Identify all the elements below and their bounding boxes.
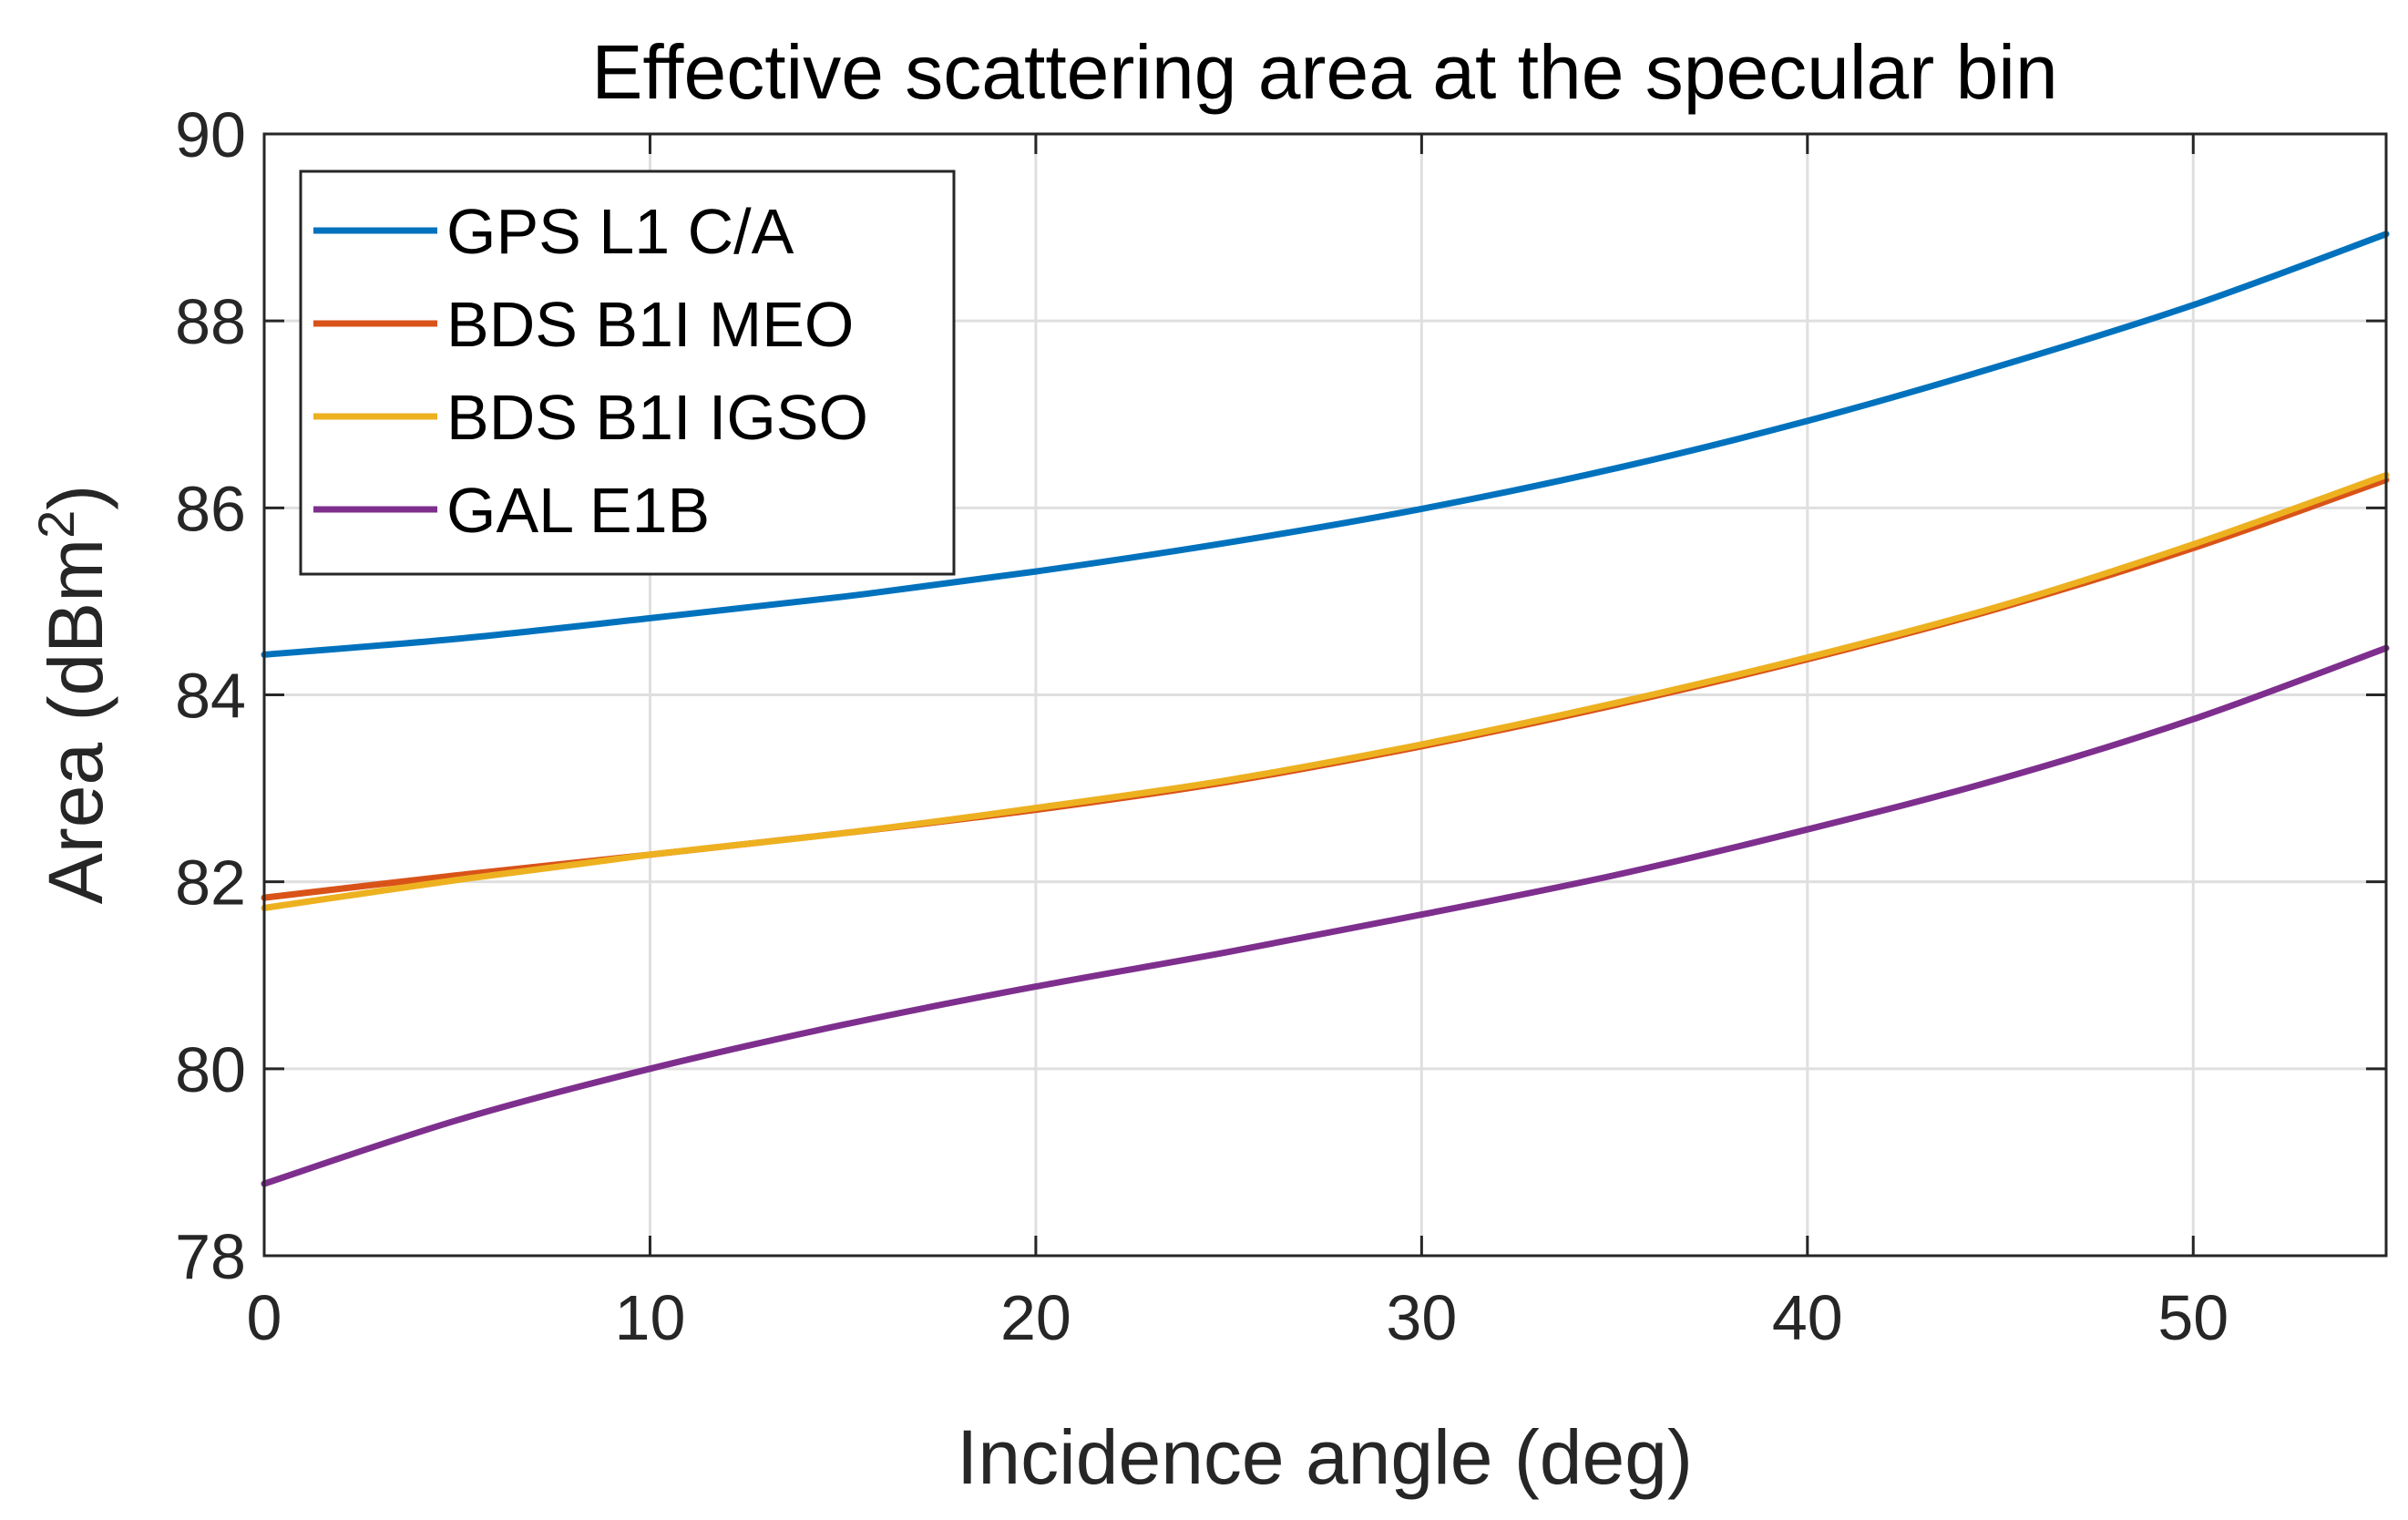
y-axis-label-close: ) bbox=[33, 485, 118, 510]
x-tick-label: 50 bbox=[2157, 1282, 2229, 1353]
series-line-gps-l1-c-a bbox=[261, 231, 2390, 658]
x-tick-label: 40 bbox=[1772, 1282, 1843, 1353]
x-tick-label: 0 bbox=[247, 1282, 282, 1353]
y-tick-label: 88 bbox=[175, 286, 246, 357]
x-tick-label: 20 bbox=[1000, 1282, 1071, 1353]
y-tick-label: 86 bbox=[175, 473, 246, 544]
x-tick-labels: 0 10 20 30 40 50 bbox=[247, 1282, 2229, 1353]
legend: GPS L1 C/A BDS B1I MEO BDS B1I IGSO GAL E1B bbox=[299, 169, 956, 576]
series-line-gal-e1b bbox=[261, 644, 2390, 1187]
legend-label-bds-b1i-meo: BDS B1I MEO bbox=[446, 289, 854, 360]
legend-label-bds-b1i-igso: BDS B1I IGSO bbox=[446, 382, 868, 453]
y-axis-label: Area (dBm2) bbox=[27, 485, 119, 905]
y-axis-label-main: Area (dBm bbox=[33, 539, 118, 904]
y-tick-label: 84 bbox=[175, 661, 246, 732]
legend-items: GPS L1 C/A BDS B1I MEO BDS B1I IGSO GAL E1B bbox=[313, 196, 868, 546]
y-tick-label: 80 bbox=[175, 1034, 246, 1105]
series-lines bbox=[261, 231, 2390, 1187]
x-tick-label: 30 bbox=[1386, 1282, 1457, 1353]
y-tick-labels: 78 80 82 84 86 88 90 bbox=[175, 99, 246, 1292]
series-line-bds-b1i-igso bbox=[261, 471, 2390, 911]
y-tick-label: 82 bbox=[175, 847, 246, 919]
legend-label-gps-l1-c-a: GPS L1 C/A bbox=[446, 196, 794, 267]
legend-label-gal-e1b: GAL E1B bbox=[446, 475, 710, 546]
chart-title: Effective scattering area at the specula… bbox=[591, 29, 2057, 115]
x-tick-label: 10 bbox=[615, 1282, 686, 1353]
y-tick-label: 78 bbox=[175, 1221, 246, 1292]
y-axis-label-superscript: 2 bbox=[27, 510, 85, 539]
x-axis-label: Incidence angle (deg) bbox=[957, 1414, 1693, 1500]
y-tick-label: 90 bbox=[175, 99, 246, 170]
axis-ticks bbox=[262, 132, 2386, 1258]
